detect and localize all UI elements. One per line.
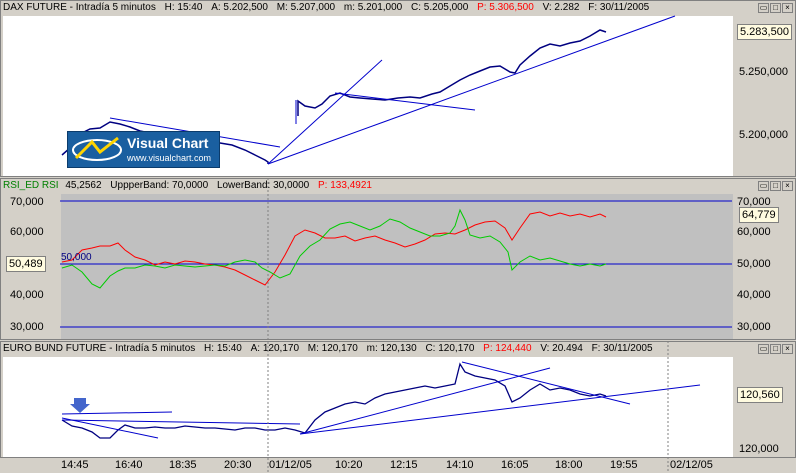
- logo-url: www.visualchart.com: [127, 153, 212, 163]
- dax-ytick: 5.250,000: [739, 66, 788, 78]
- dax-max: M: 5.207,000: [276, 2, 336, 13]
- bund-panel: EURO BUND FUTURE - Intradía 5 minutos H:…: [0, 341, 796, 458]
- dax-close-button[interactable]: ×: [782, 3, 793, 13]
- bund-min: m: 120,130: [366, 343, 417, 354]
- dax-volume: V: 2.282: [542, 2, 580, 13]
- rsi-close-button[interactable]: ×: [782, 181, 793, 191]
- dax-open: A: 5.202,500: [211, 2, 268, 13]
- rsi-ytick-right: 30,000: [737, 321, 771, 333]
- dax-last-price-marker: 5.283,500: [737, 24, 792, 40]
- bund-last-price-marker: 120,560: [737, 387, 783, 403]
- rsi-lower-band: LowerBand: 30,0000: [216, 180, 310, 191]
- bund-date: F: 30/11/2005: [591, 343, 653, 354]
- rsi-ytick-right: 50,000: [737, 258, 771, 270]
- rsi-value: 45,2562: [65, 180, 102, 191]
- dax-min: m: 5.201,000: [343, 2, 403, 13]
- bund-maximize-button[interactable]: □: [770, 344, 781, 354]
- rsi-p: P: 133,4921: [318, 180, 372, 191]
- dax-maximize-button[interactable]: □: [770, 3, 781, 13]
- rsi-ytick-left: 30,000: [10, 321, 44, 333]
- xaxis-tick: 20:30: [224, 459, 252, 471]
- rsi-maximize-button[interactable]: □: [770, 181, 781, 191]
- xaxis-tick: 16:05: [501, 459, 529, 471]
- bund-volume: V: 20.494: [540, 343, 583, 354]
- rsi-left-marker: 50,489: [6, 256, 46, 272]
- xaxis-tick: 12:15: [390, 459, 418, 471]
- bund-close-button[interactable]: ×: [782, 344, 793, 354]
- rsi-ytick-left: 40,000: [10, 289, 44, 301]
- rsi-header: RSI_ED RSI 45,2562 UppperBand: 70,0000 L…: [3, 179, 372, 193]
- xaxis-tick: 19:55: [610, 459, 638, 471]
- bund-max: M: 120,170: [307, 343, 358, 354]
- bund-ytick: 120,000: [739, 443, 779, 455]
- rsi-ytick-left: 70,000: [10, 196, 44, 208]
- xaxis-tick: 10:20: [335, 459, 363, 471]
- dax-date: F: 30/11/2005: [588, 2, 650, 13]
- xaxis-tick: 18:00: [555, 459, 583, 471]
- logo-swoosh-icon: [72, 136, 122, 161]
- bund-plot-area[interactable]: [3, 357, 733, 457]
- rsi-ytick-left: 60,000: [10, 226, 44, 238]
- logo-title: Visual Chart: [127, 135, 209, 151]
- bund-p: P: 124,440: [483, 343, 532, 354]
- dax-title: DAX FUTURE - Intradía 5 minutos: [3, 2, 156, 13]
- dax-close: C: 5.205,000: [411, 2, 469, 13]
- dax-collapse-button[interactable]: ▭: [758, 3, 769, 13]
- xaxis-tick: 14:10: [446, 459, 474, 471]
- dax-high-time: H: 15:40: [164, 2, 203, 13]
- bund-open: A: 120,170: [250, 343, 300, 354]
- dax-ytick: 5.200,000: [739, 129, 788, 141]
- bund-high-time: H: 15:40: [204, 343, 242, 354]
- rsi-plot-area[interactable]: [61, 194, 733, 339]
- rsi-right-marker: 64,779: [739, 207, 779, 223]
- rsi-ytick-right: 70,000: [737, 196, 771, 208]
- rsi-upper-band: UppperBand: 70,0000: [110, 180, 209, 191]
- bund-title: EURO BUND FUTURE - Intradía 5 minutos: [3, 343, 196, 354]
- dax-p: P: 5.306,500: [477, 2, 534, 13]
- xaxis-tick: 02/12/05: [670, 459, 713, 471]
- xaxis-tick: 16:40: [115, 459, 143, 471]
- rsi-panel: RSI_ED RSI 45,2562 UppperBand: 70,0000 L…: [0, 178, 796, 340]
- xaxis-tick: 01/12/05: [269, 459, 312, 471]
- xaxis-tick: 14:45: [61, 459, 89, 471]
- rsi-ytick-right: 40,000: [737, 289, 771, 301]
- rsi-ytick-right: 60,000: [737, 226, 771, 238]
- bund-collapse-button[interactable]: ▭: [758, 344, 769, 354]
- xaxis-tick: 18:35: [169, 459, 197, 471]
- dax-header: DAX FUTURE - Intradía 5 minutos H: 15:40…: [3, 1, 649, 15]
- visual-chart-logo: Visual Chart www.visualchart.com: [67, 131, 220, 168]
- rsi-title: RSI_ED RSI: [3, 180, 59, 191]
- bund-close: C: 120,170: [425, 343, 475, 354]
- rsi-collapse-button[interactable]: ▭: [758, 181, 769, 191]
- bund-header: EURO BUND FUTURE - Intradía 5 minutos H:…: [3, 342, 653, 356]
